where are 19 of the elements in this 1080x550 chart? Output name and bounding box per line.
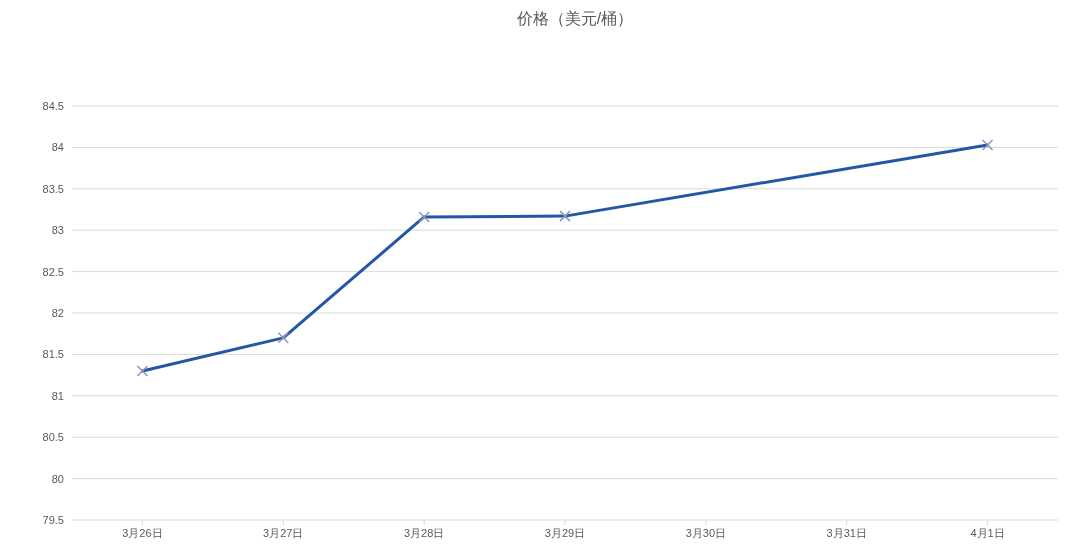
y-tick-label: 82 <box>51 307 64 319</box>
y-tick-label: 82.5 <box>42 265 64 278</box>
x-tick-label: 3月29日 <box>544 527 586 539</box>
y-tick-label: 84.5 <box>42 100 64 112</box>
y-tick-label: 84 <box>51 141 64 154</box>
chart-title: 价格（美元/桶） <box>515 10 634 27</box>
y-tick-label: 83 <box>51 224 64 237</box>
x-tick-label: 3月30日 <box>685 527 727 539</box>
x-tick-label: 3月28日 <box>403 527 445 539</box>
y-tick-label: 81.5 <box>42 348 64 361</box>
y-tick-label: 79.5 <box>42 514 64 526</box>
y-tick-label: 83.5 <box>42 182 64 195</box>
y-tick-label: 81 <box>51 389 64 402</box>
x-tick-label: 3月31日 <box>826 527 867 539</box>
x-tick-label: 3月26日 <box>122 527 163 539</box>
y-tick-label: 80 <box>51 472 64 485</box>
x-tick-label: 3月27日 <box>263 527 304 539</box>
y-tick-label: 80.5 <box>42 431 64 444</box>
x-tick-label: 4月1日 <box>970 527 1005 539</box>
